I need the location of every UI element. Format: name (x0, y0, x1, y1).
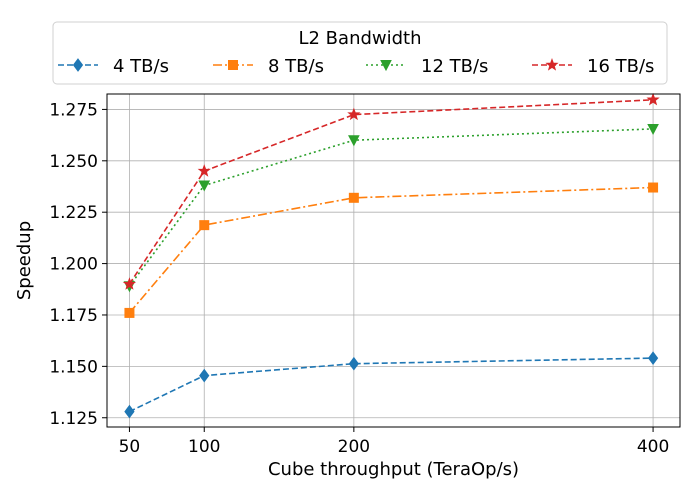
y-tick-label: 1.250 (49, 152, 98, 172)
x-axis-label: Cube throughput (TeraOp/s) (268, 459, 519, 480)
legend-item: 12 TB/s (366, 56, 488, 77)
x-tick-label: 50 (119, 437, 141, 457)
data-point (347, 107, 361, 121)
series-layer (122, 92, 660, 419)
legend-label: 4 TB/s (113, 56, 169, 77)
legend-marker (228, 60, 238, 70)
plot-area-frame (106, 93, 681, 428)
legend-item: 8 TB/s (213, 56, 324, 77)
series-line (128, 128, 654, 287)
series-1 (124, 182, 659, 318)
x-tick-label: 100 (188, 437, 220, 457)
data-point (122, 277, 137, 290)
data-point (197, 164, 211, 177)
series-line (129, 357, 654, 413)
axis-ticks: 50 100 200 400 1.125 1.150 1.175 1.200 1.225 1.25… (49, 100, 669, 457)
legend-title: L2 Bandwidth (298, 28, 421, 49)
legend: L2 Bandwidth 4 TB/s 8 TB/s 12 TB/s 16 TB/s (52, 21, 668, 85)
legend-marker (72, 58, 84, 72)
data-point (199, 220, 210, 231)
data-point (124, 404, 135, 419)
legend-items: 4 TB/s 8 TB/s 12 TB/s 16 TB/s (58, 56, 654, 77)
y-tick-label: 1.175 (49, 306, 98, 326)
legend-marker (545, 58, 559, 71)
series-line (128, 186, 654, 314)
y-tick-label: 1.125 (49, 409, 98, 429)
data-point (647, 123, 659, 136)
legend-item: 4 TB/s (58, 56, 169, 77)
data-point (198, 180, 211, 192)
grid (107, 94, 680, 427)
x-tick-label: 200 (338, 437, 370, 457)
y-tick-label: 1.150 (49, 357, 98, 377)
data-point (647, 351, 659, 365)
legend-label: 12 TB/s (421, 56, 488, 77)
legend-label: 16 TB/s (587, 56, 654, 77)
data-point (348, 356, 359, 371)
y-tick-label: 1.200 (49, 255, 98, 275)
series-line (128, 99, 654, 285)
legend-marker (380, 60, 392, 72)
data-point (648, 182, 659, 193)
data-point (348, 135, 360, 147)
y-tick-label: 1.275 (49, 100, 98, 120)
x-tick-label: 400 (637, 437, 669, 457)
legend-box (52, 21, 668, 85)
legend-item: 16 TB/s (532, 56, 654, 77)
y-tick-label: 1.225 (49, 203, 98, 223)
data-point (199, 368, 210, 383)
data-point (646, 92, 660, 106)
data-point (124, 307, 135, 318)
series-0 (124, 351, 659, 419)
data-point (348, 192, 359, 203)
series-3 (122, 92, 660, 290)
y-axis-label: Speedup (14, 221, 35, 300)
legend-label: 8 TB/s (268, 56, 324, 77)
